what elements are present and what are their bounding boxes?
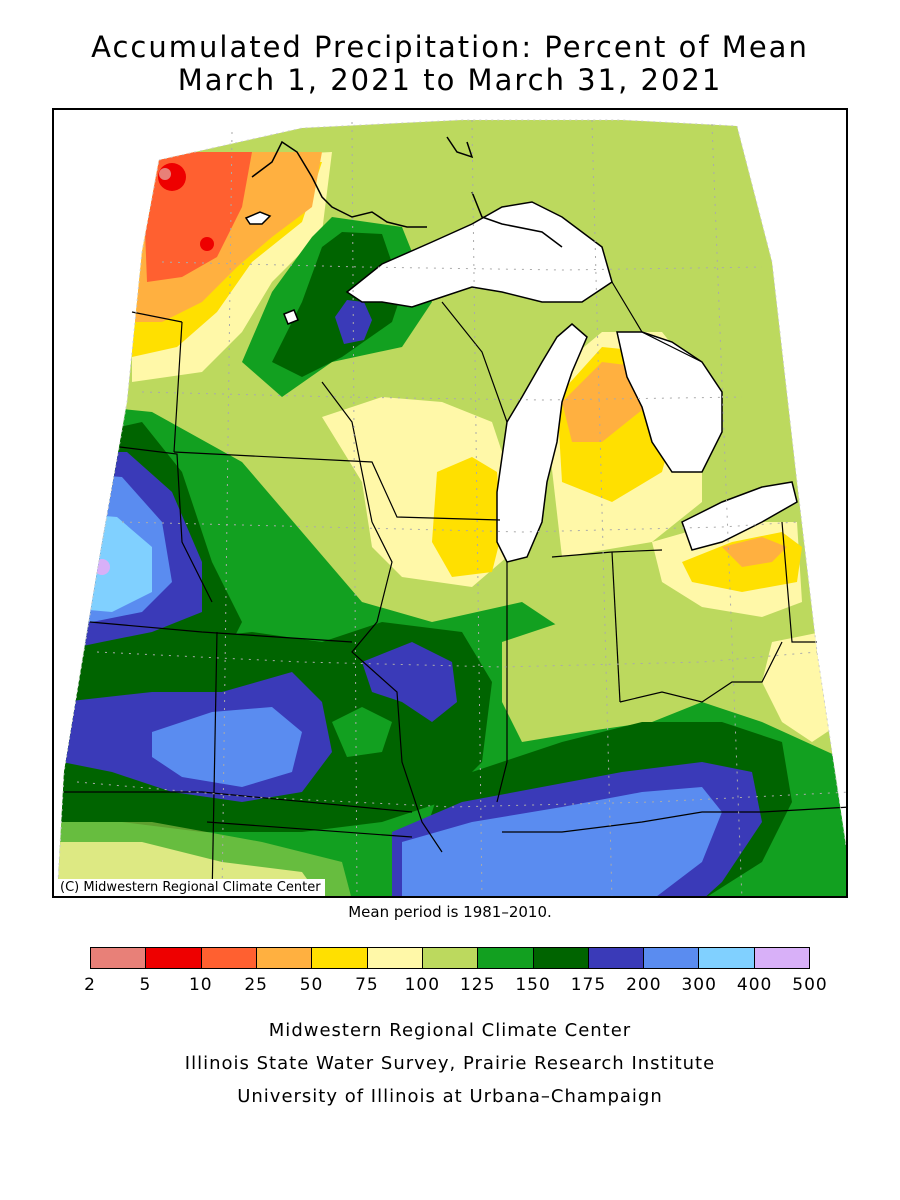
legend-swatch-25-50 xyxy=(256,948,313,968)
field-175-200-ia xyxy=(362,642,457,722)
footer-survey: Illinois State Water Survey, Prairie Res… xyxy=(184,1053,716,1074)
mean-period-note: Mean period is 1981–2010. xyxy=(348,903,552,921)
lake-superior xyxy=(345,201,613,308)
field-100-125-in xyxy=(502,622,702,742)
legend-swatch-300-400 xyxy=(699,948,755,968)
legend-tick-label: 10 xyxy=(188,975,213,995)
border-oh-pa xyxy=(781,521,817,643)
lake-erie xyxy=(681,481,798,551)
legend-swatch-100-125 xyxy=(422,948,479,968)
field-200-300-mid xyxy=(152,707,302,787)
border-mi-canada xyxy=(611,281,703,363)
border-mn-wi xyxy=(321,381,373,523)
legend-tick-label: 400 xyxy=(736,975,773,995)
field-50-75-wi xyxy=(432,457,502,577)
border-mo-ar xyxy=(206,821,413,838)
legend-swatch-125-150 xyxy=(478,948,534,968)
lake-huron xyxy=(616,331,723,473)
map-copyright: (C) Midwestern Regional Climate Center xyxy=(56,879,325,896)
border-sd-ne xyxy=(119,446,213,603)
legend-swatch-200-300 xyxy=(644,948,700,968)
legend-swatch-75-100 xyxy=(367,948,423,968)
footer-org: Midwestern Regional Climate Center xyxy=(268,1020,632,1041)
legend-tick-label: 100 xyxy=(404,975,441,995)
border-ky-tn xyxy=(502,806,846,833)
map-title: Accumulated Precipitation: Percent of Me… xyxy=(91,30,809,64)
legend-tick-label: 50 xyxy=(299,975,324,995)
legend-swatch-150-175 xyxy=(533,948,589,968)
coast-north-a xyxy=(251,140,427,228)
border-sd-ia xyxy=(173,451,501,521)
border-mo-west xyxy=(211,631,218,896)
legend-tick-label: 150 xyxy=(515,975,551,995)
lake-of-the-woods xyxy=(244,211,272,225)
field-150-175-north xyxy=(272,232,402,377)
border-il-in xyxy=(496,562,508,803)
lake-michigan xyxy=(496,323,588,563)
border-nd-sd xyxy=(131,311,183,323)
field-125-150-il xyxy=(332,707,392,757)
field-25-50-oh xyxy=(722,537,787,567)
legend-swatch-5-10 xyxy=(146,948,202,968)
field-5-10-spot-b xyxy=(200,237,214,251)
legend-tick-label: 500 xyxy=(792,975,828,995)
footer-university: University of Illinois at Urbana–Champai… xyxy=(237,1086,663,1107)
legend-swatch-175-200 xyxy=(588,948,645,968)
map-date-range: March 1, 2021 to March 31, 2021 xyxy=(177,63,723,97)
legend-tick-label: 200 xyxy=(626,975,662,995)
legend-swatch-50-75 xyxy=(312,948,368,968)
legend-tick-label: 2 xyxy=(84,975,96,995)
border-in-oh xyxy=(611,551,621,703)
graticule xyxy=(76,119,846,896)
border-ks-ok xyxy=(64,791,413,813)
legend-ticks: 2 5 10 25 50 75 100 125 150 175 200 300 400 500 xyxy=(0,975,900,997)
canada-coast xyxy=(251,136,563,248)
field-200-300-south xyxy=(402,787,722,896)
great-lakes xyxy=(244,201,798,563)
legend-colorbar xyxy=(90,947,810,969)
legend-tick-label: 75 xyxy=(355,975,379,995)
legend-tick-label: 5 xyxy=(139,975,152,995)
legend-swatch-2-5 xyxy=(91,948,147,968)
border-mn-west xyxy=(173,321,183,453)
coast-north-c xyxy=(446,136,474,159)
border-ohio-river xyxy=(619,641,783,703)
state-boundaries xyxy=(64,281,846,896)
red-lake xyxy=(283,309,299,325)
legend-tick-label: 25 xyxy=(244,975,268,995)
border-wi-mi xyxy=(441,301,508,423)
coast-north-b xyxy=(471,191,563,248)
precipitation-map xyxy=(52,108,848,898)
border-ne-ks xyxy=(89,621,353,643)
border-mi-oh xyxy=(551,549,663,558)
legend-swatch-400-500 xyxy=(754,948,810,968)
field-2-5-spot xyxy=(159,168,171,180)
legend-tick-label: 175 xyxy=(570,975,607,995)
legend-swatch-10-25 xyxy=(201,948,257,968)
legend-tick-label: 125 xyxy=(459,975,496,995)
border-il-west xyxy=(351,521,443,853)
legend-tick-label: 300 xyxy=(681,975,717,995)
